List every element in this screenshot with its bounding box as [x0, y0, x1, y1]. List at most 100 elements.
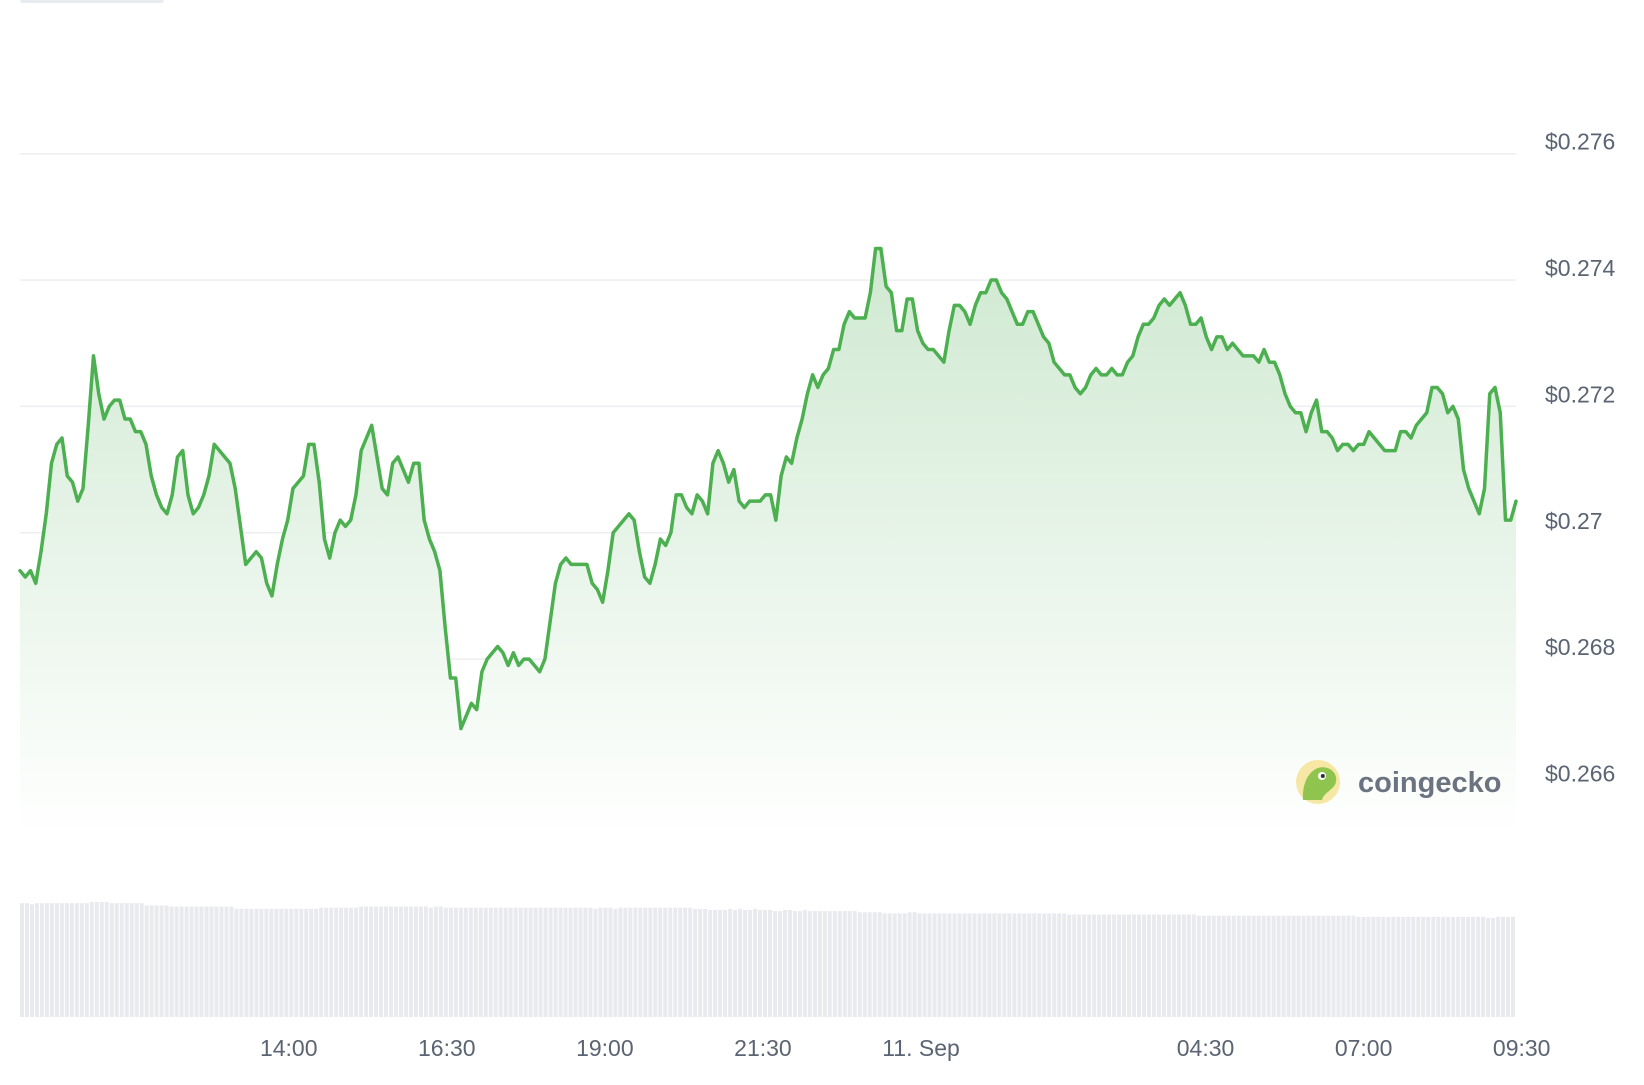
volume-bar: [433, 906, 438, 1017]
volume-bar: [703, 908, 708, 1017]
volume-bar: [987, 913, 992, 1017]
volume-bar: [1186, 914, 1191, 1017]
volume-bar: [29, 904, 34, 1017]
y-tick-label: $0.27: [1545, 508, 1603, 534]
time-range-tab[interactable]: [20, 0, 164, 3]
volume-bar: [553, 907, 558, 1017]
volume-bar: [1406, 916, 1411, 1017]
volume-bar: [359, 906, 364, 1017]
volume-bar: [493, 907, 498, 1017]
volume-bar: [733, 909, 738, 1017]
volume-bar: [1396, 916, 1401, 1017]
volume-bar: [563, 907, 568, 1017]
volume-bar: [364, 906, 369, 1017]
volume-bar: [239, 908, 244, 1017]
volume-bar: [124, 903, 129, 1017]
volume-bar: [528, 907, 533, 1017]
volume-bar: [264, 908, 269, 1017]
volume-bar: [384, 906, 389, 1017]
volume-bar: [418, 906, 423, 1017]
volume-bar: [1496, 916, 1501, 1017]
volume-bar: [1321, 915, 1326, 1017]
volume-bar: [34, 903, 39, 1017]
volume-bar: [1511, 916, 1515, 1017]
volume-bar: [573, 907, 578, 1017]
volume-bar: [887, 913, 892, 1017]
volume-bar: [1291, 915, 1296, 1017]
volume-bar: [668, 907, 673, 1017]
volume-bar: [159, 905, 164, 1017]
volume-bar: [1191, 914, 1196, 1017]
volume-bar: [1022, 913, 1027, 1017]
volume-bar: [134, 903, 139, 1017]
volume-bar: [169, 906, 174, 1017]
volume-bar: [1346, 915, 1351, 1017]
x-tick-label: 16:30: [418, 1035, 476, 1061]
volume-bar: [259, 908, 264, 1017]
volume-bar: [184, 906, 189, 1017]
volume-bar: [234, 908, 239, 1017]
volume-bar: [927, 913, 932, 1017]
volume-bar: [777, 911, 782, 1017]
volume-bar: [229, 906, 234, 1017]
volume-bar: [1341, 915, 1346, 1017]
volume-bar: [792, 911, 797, 1017]
y-tick-label: $0.266: [1545, 760, 1615, 786]
volume-bar: [548, 907, 553, 1017]
x-tick-label: 19:00: [576, 1035, 634, 1061]
coingecko-watermark: coingecko: [1296, 760, 1501, 804]
volume-bar: [274, 908, 279, 1017]
volume-bar: [862, 912, 867, 1017]
volume-bar: [54, 903, 59, 1017]
volume-bar: [768, 909, 772, 1017]
volume-bar: [513, 907, 518, 1017]
volume-bar: [763, 909, 767, 1017]
volume-bar: [84, 903, 89, 1017]
volume-bar: [807, 911, 812, 1017]
volume-bar: [1401, 916, 1406, 1017]
volume-bar: [1077, 914, 1082, 1017]
volume-bar: [309, 908, 314, 1017]
volume-bar: [872, 912, 877, 1017]
volume-bar: [1027, 913, 1032, 1017]
volume-bar: [1142, 914, 1146, 1017]
volume-bar: [1057, 913, 1062, 1017]
volume-bar: [852, 911, 857, 1017]
volume-bar: [638, 907, 643, 1017]
volume-bar: [1226, 915, 1231, 1017]
volume-bar: [608, 907, 613, 1017]
volume-bar: [1017, 913, 1022, 1017]
y-tick-label: $0.276: [1545, 129, 1615, 155]
volume-bar: [543, 907, 548, 1017]
volume-bar: [1211, 915, 1216, 1017]
volume-bar: [1386, 916, 1391, 1017]
gecko-logo-icon: [1296, 760, 1340, 804]
volume-bar: [39, 903, 44, 1017]
volume-bar: [1436, 916, 1441, 1017]
volume-bar: [1171, 914, 1176, 1017]
volume-bar: [1216, 915, 1221, 1017]
volume-bar: [473, 907, 478, 1017]
volume-bar: [1381, 916, 1386, 1017]
volume-bar: [997, 913, 1002, 1017]
volume-bar: [179, 906, 184, 1017]
volume-bar: [683, 907, 688, 1017]
volume-bar: [79, 903, 84, 1017]
volume-bar: [1047, 913, 1052, 1017]
volume-bar: [209, 906, 214, 1017]
price-series-line: [18, 246, 1518, 731]
volume-bar: [89, 902, 94, 1017]
volume-bar: [633, 907, 638, 1017]
volume-bar: [907, 912, 912, 1017]
volume-bar: [583, 907, 588, 1017]
volume-bar: [164, 905, 169, 1017]
volume-bar: [1231, 915, 1236, 1017]
volume-bar: [758, 909, 763, 1017]
volume-bar: [74, 903, 79, 1017]
price-area: [20, 248, 1516, 837]
x-tick-label: 09:30: [1493, 1035, 1551, 1061]
volume-bar: [244, 908, 249, 1017]
volume-bar: [1087, 914, 1092, 1017]
volume-bar: [423, 906, 428, 1017]
volume-bar: [1451, 916, 1456, 1017]
